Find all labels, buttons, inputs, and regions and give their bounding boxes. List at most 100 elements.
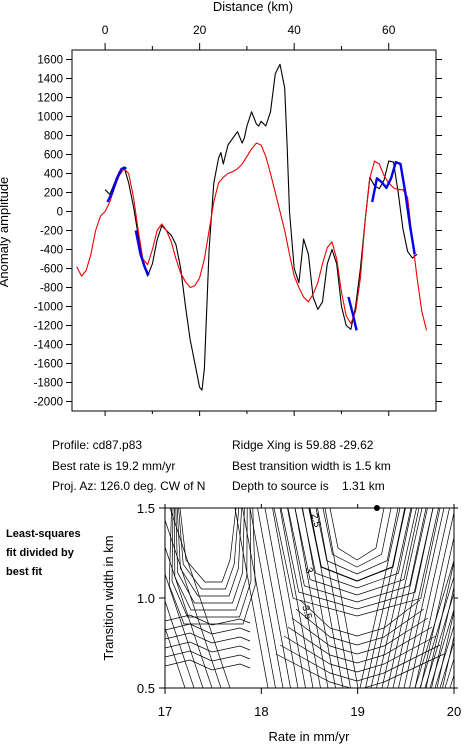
- contour-line: [165, 623, 251, 635]
- series-line: [347, 296, 358, 331]
- contour-line: [365, 508, 406, 688]
- contour-line: [376, 508, 417, 688]
- contour-label: 3.5: [299, 604, 313, 621]
- x-axis-label: Distance (km): [213, 0, 293, 14]
- contour-line: [455, 508, 467, 688]
- x-axis-label: Rate in mm/yr: [269, 729, 351, 744]
- contour-line: [403, 508, 445, 688]
- x-tick-label: 20: [193, 23, 207, 37]
- contour-line: [165, 650, 251, 662]
- best-transition-info: Best transition width is 1.5 km: [232, 459, 391, 473]
- contour-line: [324, 508, 359, 688]
- profile-info: Profile: cd87.p83: [52, 438, 143, 452]
- contour-line: [279, 644, 441, 682]
- contour-line: [287, 508, 321, 688]
- contour-line: [429, 608, 454, 688]
- contour-line: [308, 508, 406, 582]
- contour-line: [175, 508, 245, 604]
- y-tick-label: -1800: [34, 378, 63, 390]
- contour-line: [381, 508, 423, 688]
- y-tick-label: 400: [44, 169, 63, 181]
- ridge-crossing-info: Ridge Xing is 59.88 -29.62: [232, 438, 374, 452]
- contour-line: [322, 508, 392, 568]
- contour-lines: [165, 508, 467, 688]
- series-line: [134, 230, 150, 276]
- y-tick-label: 200: [44, 188, 63, 200]
- contour-line: [309, 508, 344, 688]
- contour-line: [434, 624, 454, 688]
- x-tick-label: 19: [350, 704, 364, 719]
- y-tick-label: -200: [40, 226, 63, 238]
- x-tick-label: 17: [158, 704, 172, 719]
- contour-line: [392, 508, 434, 688]
- series-line: [106, 166, 127, 203]
- y-tick-label: -2000: [34, 397, 63, 409]
- contour-line: [291, 617, 429, 655]
- contour-line: [431, 585, 454, 688]
- contour-line: [287, 508, 427, 603]
- contour-line: [436, 609, 454, 688]
- y-tick-label: 1200: [37, 93, 63, 105]
- contour-line: [359, 508, 401, 688]
- contour-line: [165, 641, 251, 653]
- y-tick-label: 1600: [37, 55, 63, 67]
- contour-label: 2.5: [308, 512, 322, 529]
- contour-line: [302, 508, 336, 688]
- contour-line: [370, 508, 412, 688]
- axes-group: 17 18 19 20 0.5 1.0 1.5: [137, 501, 461, 719]
- contour-line: [242, 508, 276, 688]
- y-tick-label: 0.5: [137, 681, 155, 696]
- y-tick-label: 1.0: [137, 591, 155, 606]
- contour-line: [414, 510, 454, 688]
- contour-line: [264, 508, 299, 688]
- contour-line: [165, 632, 251, 644]
- contour-line: [387, 508, 428, 688]
- contour-line: [299, 599, 421, 637]
- note-line: Least-squares: [6, 528, 81, 540]
- contour-line: [398, 508, 439, 688]
- contour-line: [294, 508, 420, 596]
- axes-group: -2000-1800-1600-1400-1200-1000-800-600-4…: [34, 23, 442, 416]
- series-line: [104, 63, 418, 391]
- contour-note: Least-squares fit divided by best fit: [6, 525, 81, 582]
- contour-line: [420, 535, 454, 688]
- y-tick-label: -600: [40, 264, 63, 276]
- y-tick-label: -800: [40, 283, 63, 295]
- series-line: [76, 142, 428, 331]
- y-tick-label: -1600: [34, 359, 63, 371]
- contour-line: [425, 560, 454, 688]
- contour-line: [165, 659, 251, 671]
- contour-line: [165, 572, 204, 688]
- contour-line: [168, 508, 256, 625]
- contour-line: [249, 508, 284, 688]
- y-tick-label: -1400: [34, 340, 63, 352]
- contour-line: [179, 508, 237, 583]
- y-tick-label: 1400: [37, 74, 63, 86]
- contour-line: [449, 673, 454, 688]
- contour-line: [419, 575, 454, 688]
- contour-labels: 2.5 3 3.5: [299, 505, 380, 621]
- contour-line: [272, 508, 306, 688]
- contour-line: [165, 626, 186, 688]
- source-depth-info: Depth to source is 1.31 km: [232, 479, 385, 493]
- y-axis-label: Anomaly amplitude: [0, 177, 11, 288]
- x-tick-label: 0: [102, 23, 109, 37]
- contour-line: [439, 640, 454, 688]
- contour-line: [460, 508, 467, 688]
- y-tick-label: -400: [40, 245, 63, 257]
- x-tick-label: 18: [254, 704, 268, 719]
- contour-label: 3: [302, 566, 314, 575]
- y-axis-label: Transition width in km: [101, 535, 116, 660]
- contour-line: [178, 508, 240, 590]
- contour-line: [279, 508, 314, 688]
- contour-line: [315, 508, 399, 575]
- contour-line: [257, 508, 291, 688]
- contour-line: [301, 508, 413, 589]
- series-group: [76, 63, 428, 391]
- contour-line: [409, 508, 450, 688]
- best-fit-marker: [373, 505, 380, 511]
- contour-line: [234, 508, 269, 688]
- y-tick-label: 1000: [37, 112, 63, 124]
- contour-line: [414, 559, 454, 688]
- contour-line: [280, 508, 434, 610]
